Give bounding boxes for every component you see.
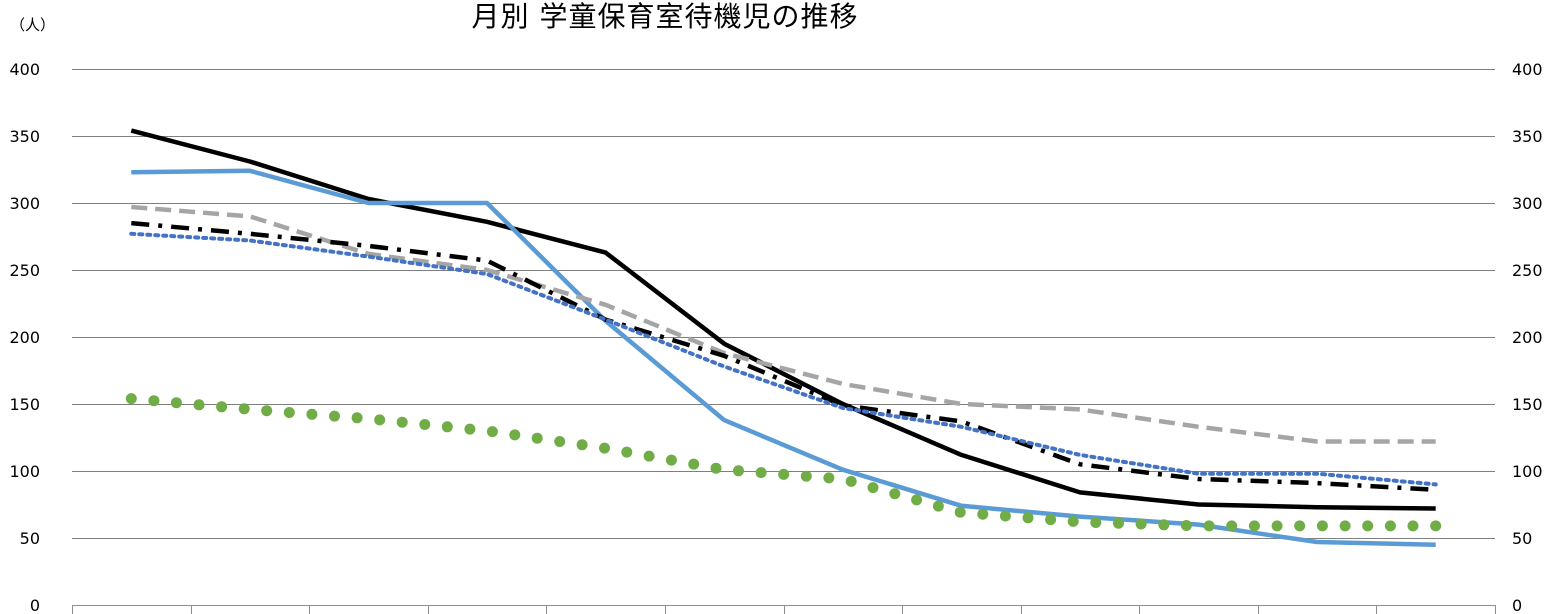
series-6-dot bbox=[464, 423, 476, 435]
series-6-dot bbox=[329, 410, 340, 422]
series-lines bbox=[125, 128, 1442, 547]
series-6-dot bbox=[531, 432, 543, 444]
series-6-dot bbox=[621, 446, 633, 458]
series-6-dot bbox=[599, 442, 610, 454]
series-6-dot bbox=[170, 397, 182, 409]
series-6-dot bbox=[306, 408, 318, 420]
series-6-dot bbox=[932, 500, 944, 512]
y-axis-unit-label: （人） bbox=[10, 16, 56, 34]
series-6-dot bbox=[1316, 520, 1328, 532]
series-6-dot bbox=[1022, 512, 1034, 524]
y-tick-label-right: 400 bbox=[1512, 60, 1543, 79]
y-tick-label-right: 100 bbox=[1512, 462, 1543, 481]
series-6-dot bbox=[351, 412, 363, 424]
series-6-dot bbox=[441, 421, 453, 433]
y-tick-label-left: 350 bbox=[9, 127, 40, 146]
series-6-dot bbox=[261, 405, 273, 417]
series-6-dot bbox=[1339, 520, 1351, 532]
y-tick-label-left: 150 bbox=[9, 395, 40, 414]
series-4-line bbox=[131, 220, 1436, 493]
y-axis-labels: 0 0 50 50 100 100 150 150 200 200 250 250 300 300 350 3… bbox=[9, 60, 1542, 614]
series-6-dot bbox=[977, 508, 989, 520]
y-tick-label-left: 0 bbox=[30, 596, 40, 614]
series-6-dot bbox=[999, 510, 1011, 522]
series-6-dot bbox=[1090, 517, 1102, 528]
series-6-dot bbox=[1407, 520, 1419, 532]
series-6-dot bbox=[1362, 520, 1374, 532]
series-5-line bbox=[129, 231, 1438, 487]
series-6-dot bbox=[283, 407, 295, 418]
series-6-dot bbox=[954, 506, 966, 518]
gridlines bbox=[72, 69, 1495, 606]
series-6-dot bbox=[238, 403, 250, 415]
series-6-dot bbox=[911, 494, 923, 506]
series-6-dot bbox=[643, 450, 655, 462]
series-6-dot bbox=[1180, 520, 1192, 531]
series-6-dot bbox=[148, 395, 160, 407]
series-6-dot bbox=[486, 426, 498, 438]
series-6-dot bbox=[554, 436, 566, 447]
series-6-dot bbox=[396, 416, 408, 428]
y-tick-label-right: 0 bbox=[1512, 596, 1522, 614]
series-6-dot bbox=[710, 462, 722, 474]
series-6-dot bbox=[576, 439, 588, 451]
series-6-dot bbox=[665, 454, 677, 466]
series-6-dot bbox=[1045, 514, 1057, 526]
y-tick-label-right: 300 bbox=[1512, 194, 1543, 213]
series-1-line bbox=[130, 128, 1436, 511]
series-6-dot bbox=[216, 401, 228, 413]
series-6-dot bbox=[1067, 515, 1079, 527]
y-tick-label-left: 50 bbox=[20, 529, 40, 548]
x-axis-ticks bbox=[72, 605, 1496, 614]
series-6-dot bbox=[1384, 520, 1396, 532]
series-6-dot bbox=[800, 470, 812, 482]
series-6-dot bbox=[1113, 517, 1124, 529]
series-6-dot bbox=[1271, 520, 1283, 532]
series-6-dot bbox=[125, 393, 137, 405]
series-6-dot bbox=[1430, 520, 1442, 532]
y-tick-label-right: 350 bbox=[1512, 127, 1543, 146]
y-tick-label-right: 250 bbox=[1512, 261, 1543, 280]
y-tick-label-left: 100 bbox=[9, 462, 40, 481]
series-6-dot bbox=[823, 472, 835, 484]
series-6-dot bbox=[1226, 520, 1238, 532]
chart-title: 月別 学童保育室待機児の推移 bbox=[471, 0, 859, 33]
series-6-dot bbox=[509, 429, 521, 441]
series-6-dot bbox=[419, 419, 431, 430]
series-6-dot bbox=[1294, 520, 1306, 532]
series-6-dot bbox=[889, 488, 901, 500]
series-6-dot bbox=[1248, 520, 1260, 532]
series-6-dot bbox=[1135, 518, 1147, 530]
y-tick-label-right: 200 bbox=[1512, 328, 1543, 347]
series-6-dot bbox=[688, 458, 700, 470]
y-tick-label-right: 150 bbox=[1512, 395, 1543, 414]
y-tick-label-left: 400 bbox=[9, 60, 40, 79]
series-6-dot bbox=[867, 482, 879, 494]
series-3-line bbox=[131, 204, 1436, 444]
series-6-dot bbox=[1158, 519, 1170, 531]
series-6-dot bbox=[374, 414, 386, 426]
series-6-dot bbox=[778, 468, 790, 480]
y-tick-label-left: 250 bbox=[9, 261, 40, 280]
series-2-line bbox=[131, 168, 1436, 547]
series-6-dot bbox=[845, 475, 857, 487]
series-6-dot bbox=[733, 465, 744, 477]
series-6-dot bbox=[193, 399, 205, 411]
series-6-dot bbox=[1203, 520, 1215, 532]
y-tick-label-right: 50 bbox=[1512, 529, 1532, 548]
y-tick-label-left: 300 bbox=[9, 194, 40, 213]
y-tick-label-left: 200 bbox=[9, 328, 40, 347]
series-6-dot bbox=[755, 467, 767, 479]
